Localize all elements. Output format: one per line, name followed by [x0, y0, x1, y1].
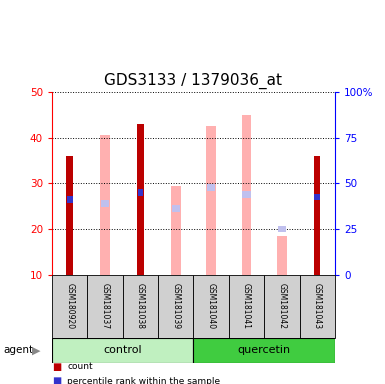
Bar [314, 156, 320, 275]
Text: agent: agent [4, 345, 34, 356]
Bar [264, 275, 300, 338]
Bar [242, 191, 251, 198]
Bar [315, 194, 320, 200]
Bar [87, 275, 123, 338]
Bar [277, 236, 287, 275]
Bar [229, 275, 264, 338]
Text: quercetin: quercetin [238, 345, 291, 356]
Text: GSM181043: GSM181043 [313, 283, 322, 329]
Text: ▶: ▶ [32, 345, 40, 356]
Bar [67, 156, 73, 275]
Bar [193, 275, 229, 338]
Bar [52, 338, 193, 363]
Bar [158, 275, 193, 338]
Text: GSM181038: GSM181038 [136, 283, 145, 329]
Bar [172, 205, 180, 212]
Bar [100, 136, 110, 275]
Text: control: control [104, 345, 142, 356]
Bar [123, 275, 158, 338]
Title: GDS3133 / 1379036_at: GDS3133 / 1379036_at [104, 73, 283, 89]
Text: GSM181040: GSM181040 [207, 283, 216, 329]
Bar [137, 124, 144, 275]
Text: GSM181041: GSM181041 [242, 283, 251, 329]
Bar [101, 200, 109, 207]
Bar [137, 189, 143, 196]
Text: GSM180920: GSM180920 [65, 283, 74, 329]
Text: ■: ■ [52, 376, 61, 384]
Bar [193, 338, 335, 363]
Bar [67, 196, 72, 203]
Text: count: count [67, 362, 93, 371]
Text: percentile rank within the sample: percentile rank within the sample [67, 377, 221, 384]
Text: GSM181039: GSM181039 [171, 283, 180, 329]
Bar [52, 275, 87, 338]
Bar [171, 185, 181, 275]
Text: GSM181042: GSM181042 [277, 283, 286, 329]
Text: GSM181037: GSM181037 [100, 283, 110, 329]
Bar [278, 225, 286, 232]
Bar [241, 115, 251, 275]
Bar [207, 184, 215, 191]
Bar [300, 275, 335, 338]
Bar [206, 126, 216, 275]
Text: ■: ■ [52, 362, 61, 372]
